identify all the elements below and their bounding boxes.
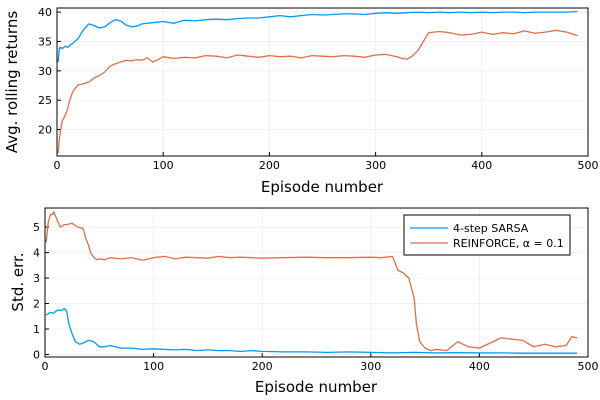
stderr-y-tick-label: 3 [33, 272, 40, 285]
stderr-x-tick-label: 400 [469, 360, 490, 373]
returns-x-tick-label: 100 [153, 159, 174, 172]
returns-x-tick-label: 200 [259, 159, 280, 172]
returns-plot-frame [56, 7, 589, 157]
stderr-x-tick-label: 100 [143, 360, 164, 373]
returns-y-tick-label: 35 [38, 35, 52, 48]
stderr-x-axis-title: Episode number [255, 378, 378, 396]
legend-box [403, 214, 571, 256]
returns-y-tick-label: 25 [38, 94, 52, 107]
stderr-ticks: 0 100 200 300 400 500 0 1 2 3 4 5 [33, 221, 599, 373]
stderr-y-tick-label: 1 [33, 323, 40, 336]
stderr-series-sarsa [45, 307, 578, 354]
stderr-x-tick-label: 300 [360, 360, 381, 373]
stderr-y-tick-label: 0 [33, 348, 40, 361]
stderr-y-tick-label: 5 [33, 221, 40, 234]
returns-panel: 0 100 200 300 400 500 20 25 30 35 40 Episode numbe… [3, 6, 599, 196]
stderr-y-tick-label: 4 [33, 247, 40, 260]
returns-series-reinforce [57, 29, 578, 154]
legend-label-reinforce: REINFORCE, α = 0.1 [453, 237, 564, 250]
returns-x-tick-label: 500 [578, 159, 599, 172]
stderr-x-tick-label: 500 [578, 360, 599, 373]
stderr-x-tick-label: 200 [252, 360, 273, 373]
returns-series [57, 10, 578, 154]
legend-label-sarsa: 4-step SARSA [453, 222, 529, 235]
stderr-x-tick-label: 0 [42, 360, 49, 373]
stderr-series-reinforce [45, 211, 578, 352]
returns-y-tick-label: 20 [38, 124, 52, 137]
returns-x-tick-label: 300 [365, 159, 386, 172]
stderr-plot-frame [44, 207, 589, 358]
returns-grid [56, 8, 589, 156]
stderr-y-tick-label: 2 [33, 298, 40, 311]
stderr-y-axis-title: Std. err. [9, 252, 27, 311]
returns-y-axis-title: Avg. rolling returns [3, 11, 21, 153]
returns-series-sarsa [57, 10, 578, 63]
stderr-panel: 0 100 200 300 400 500 0 1 2 3 4 5 Episode number St… [9, 207, 599, 396]
returns-x-axis-title: Episode number [261, 178, 384, 196]
returns-x-tick-label: 400 [471, 159, 492, 172]
returns-y-tick-label: 40 [38, 6, 52, 19]
returns-x-tick-label: 0 [54, 159, 61, 172]
returns-y-tick-label: 30 [38, 65, 52, 78]
stderr-series [45, 211, 578, 354]
legend: 4-step SARSA REINFORCE, α = 0.1 [403, 214, 571, 256]
returns-ticks: 0 100 200 300 400 500 20 25 30 35 40 [38, 6, 599, 172]
